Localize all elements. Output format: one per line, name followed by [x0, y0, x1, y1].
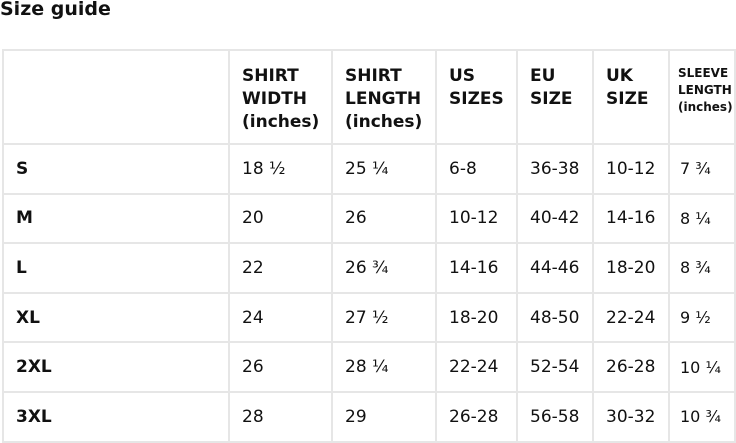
table-cell: 10 ¼ — [668, 341, 736, 393]
size-label: 3XL — [2, 390, 230, 443]
table-cell: 48-50 — [516, 291, 594, 344]
column-header — [2, 49, 230, 145]
table-cell: 24 — [228, 291, 333, 344]
column-header: SHIRT WIDTH (inches) — [228, 49, 333, 145]
table-cell: 36-38 — [516, 143, 594, 195]
table-row: M 20 26 10-12 40-42 14-16 8 ¼ — [2, 192, 736, 245]
size-label: 2XL — [2, 341, 230, 393]
table-cell: 22 — [228, 242, 333, 294]
column-header: EU SIZE — [516, 49, 594, 145]
table-cell: 20 — [228, 192, 333, 245]
table-cell: 18 ½ — [228, 143, 333, 195]
table-cell: 22-24 — [435, 341, 518, 393]
page-title: Size guide — [0, 0, 111, 20]
table-cell: 28 ¼ — [331, 341, 437, 393]
table-cell: 18-20 — [435, 291, 518, 344]
table-cell: 44-46 — [516, 242, 594, 294]
table-cell: 10-12 — [435, 192, 518, 245]
table-row: 3XL 28 29 26-28 56-58 30-32 10 ¾ — [2, 390, 736, 443]
table-cell: 27 ½ — [331, 291, 437, 344]
table-cell: 18-20 — [592, 242, 670, 294]
table-cell: 7 ¾ — [668, 143, 736, 195]
size-label: L — [2, 242, 230, 294]
size-table: SHIRT WIDTH (inches) SHIRT LENGTH (inches… — [2, 49, 736, 443]
table-row: S 18 ½ 25 ¼ 6-8 36-38 10-12 7 ¾ — [2, 143, 736, 195]
table-cell: 28 — [228, 390, 333, 443]
table-cell: 8 ¾ — [668, 242, 736, 294]
table-cell: 30-32 — [592, 390, 670, 443]
table-cell: 56-58 — [516, 390, 594, 443]
size-label: XL — [2, 291, 230, 344]
table-cell: 10-12 — [592, 143, 670, 195]
table-cell: 26-28 — [592, 341, 670, 393]
table-row: XL 24 27 ½ 18-20 48-50 22-24 9 ½ — [2, 291, 736, 344]
size-label: S — [2, 143, 230, 195]
header-row: SHIRT WIDTH (inches) SHIRT LENGTH (inches… — [2, 49, 736, 145]
table-cell: 25 ¼ — [331, 143, 437, 195]
table-cell: 14-16 — [592, 192, 670, 245]
column-header: SHIRT LENGTH (inches) — [331, 49, 437, 145]
table-row: L 22 26 ¾ 14-16 44-46 18-20 8 ¾ — [2, 242, 736, 294]
table-cell: 26 — [331, 192, 437, 245]
table-cell: 40-42 — [516, 192, 594, 245]
table-row: 2XL 26 28 ¼ 22-24 52-54 26-28 10 ¼ — [2, 341, 736, 393]
column-header: US SIZES — [435, 49, 518, 145]
size-label: M — [2, 192, 230, 245]
table-cell: 8 ¼ — [668, 192, 736, 245]
table-cell: 52-54 — [516, 341, 594, 393]
table-cell: 14-16 — [435, 242, 518, 294]
table-cell: 29 — [331, 390, 437, 443]
table-cell: 9 ½ — [668, 291, 736, 344]
column-header: UK SIZE — [592, 49, 670, 145]
table-cell: 10 ¾ — [668, 390, 736, 443]
table-cell: 26 ¾ — [331, 242, 437, 294]
table-cell: 6-8 — [435, 143, 518, 195]
table-cell: 22-24 — [592, 291, 670, 344]
column-header: SLEEVE LENGTH (inches) — [668, 49, 736, 145]
table-cell: 26 — [228, 341, 333, 393]
table-cell: 26-28 — [435, 390, 518, 443]
